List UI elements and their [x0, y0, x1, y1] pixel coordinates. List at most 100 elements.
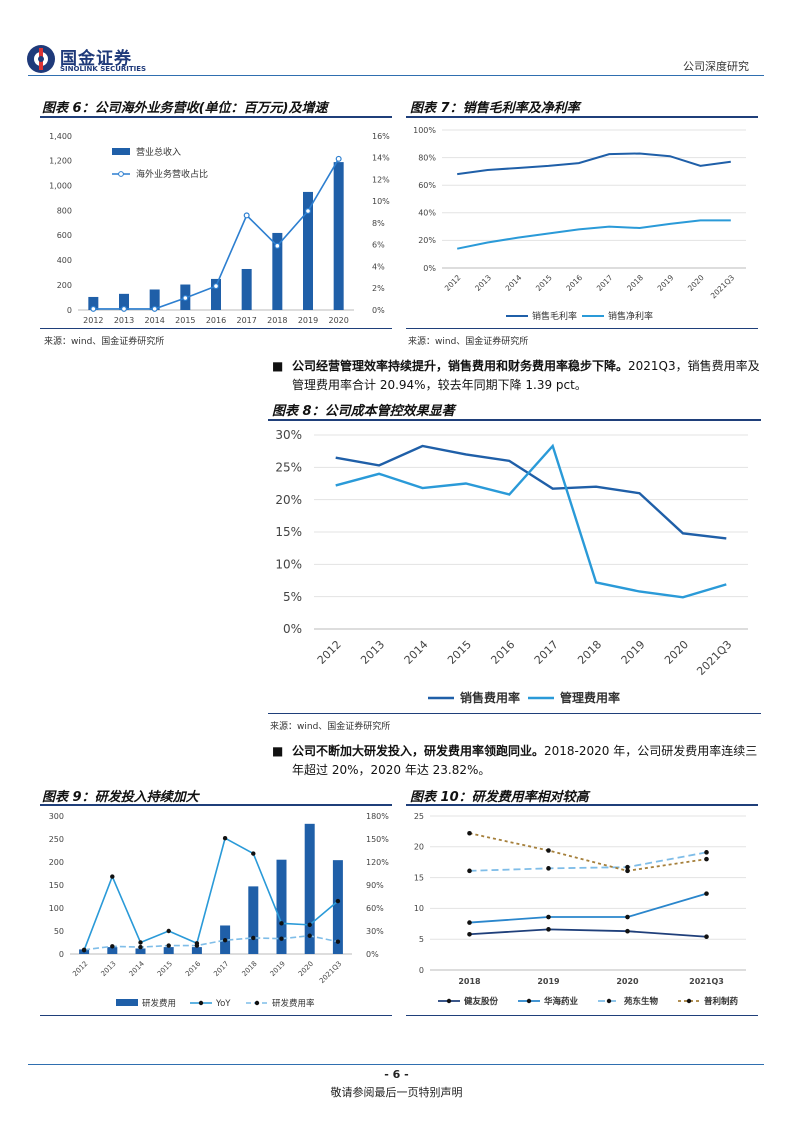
bar [241, 268, 252, 310]
x-tick-label: 2018 [458, 977, 481, 986]
line-point [274, 242, 281, 249]
y-tick-label: 800 [57, 206, 72, 215]
y2-tick-label: 4% [372, 262, 385, 271]
logo-icon [27, 45, 55, 73]
x-tick-label: 2017 [532, 638, 561, 667]
y-tick-label: 300 [49, 812, 64, 821]
legend-label: 研发费用 [142, 998, 176, 1009]
y2-tick-label: 12% [372, 175, 390, 184]
legend-swatch [118, 171, 124, 177]
source-note: 来源：wind、国金证券研究所 [408, 337, 529, 347]
x-tick-label: 2019 [269, 960, 287, 978]
x-tick-label: 2017 [212, 960, 230, 978]
fig10-title: 图表 10：研发费用率相对较高 [410, 790, 589, 805]
legend-label: 营业总收入 [136, 146, 181, 158]
y-tick-label: 5 [419, 935, 424, 944]
doc-type: 公司深度研究 [683, 60, 749, 73]
y-tick-label: 150 [49, 881, 64, 890]
line-point [182, 295, 189, 302]
x-tick-label: 2016 [564, 273, 584, 293]
bar [272, 232, 283, 310]
x-tick-label: 2019 [537, 977, 560, 986]
line-point [546, 914, 551, 920]
series-line [84, 934, 339, 951]
y2-tick-label: 90% [366, 881, 384, 890]
bar [304, 823, 315, 954]
y2-tick-label: 30% [366, 927, 384, 936]
legend-swatch [686, 998, 692, 1004]
bar [107, 947, 118, 954]
x-tick-label: 2012 [315, 638, 344, 667]
y-tick-label: 0 [67, 306, 72, 315]
x-tick-label: 2014 [128, 959, 147, 978]
legend-label: 海外业务营收占比 [136, 168, 208, 180]
line-point [279, 936, 284, 941]
line-point [81, 947, 87, 952]
y2-tick-label: 6% [372, 241, 385, 250]
x-tick-label: 2020 [616, 977, 639, 986]
y-tick-label: 30% [275, 428, 302, 442]
series-line [335, 443, 727, 599]
line-point [625, 928, 630, 934]
x-tick-label: 2020 [662, 638, 691, 667]
x-tick-label: 2021Q3 [318, 960, 343, 985]
x-tick-label: 2015 [175, 316, 195, 325]
y2-tick-label: 0% [372, 306, 385, 315]
fig7-title: 图表 7：销售毛利率及净利率 [410, 101, 580, 116]
y-tick-label: 25 [414, 812, 424, 821]
y-tick-label: 60% [418, 181, 436, 190]
x-tick-label: 2019 [298, 316, 318, 325]
y-tick-label: 10% [275, 558, 302, 572]
line-point [704, 856, 709, 862]
line-point [110, 944, 115, 949]
fig10-chart: 0 5 10 15 20 25 2018 2019 2020 2021Q3 健友股份 华海药业 苑东生物… [414, 812, 746, 1007]
x-tick-label: 2015 [534, 273, 554, 293]
legend-swatch [254, 1000, 260, 1006]
header-rule [28, 75, 764, 76]
x-tick-label: 2018 [625, 273, 645, 293]
y-tick-label: 200 [49, 858, 64, 867]
y-tick-label: 100 [49, 904, 64, 913]
fig7-frame: 0% 20% 40% 60% 80% 100% 2012 2013 2014 2015 2016 20… [406, 116, 758, 329]
fig8-title: 图表 8：公司成本管控效果显著 [272, 404, 455, 419]
y-tick-label: 0 [59, 950, 64, 959]
line-point [625, 914, 630, 920]
x-tick-label: 2021Q3 [694, 638, 734, 678]
y2-tick-label: 16% [372, 132, 390, 141]
series-line [469, 928, 707, 938]
x-tick-label: 2014 [504, 273, 524, 293]
fig6-title: 图表 6：公司海外业务营收(单位：百万元)及增速 [42, 101, 328, 116]
legend-label: 销售净利率 [608, 310, 653, 322]
bullet-marker-icon: ■ [272, 744, 284, 758]
line-point [335, 939, 341, 944]
line-point [138, 940, 143, 945]
line-point [166, 928, 171, 934]
line-point [335, 898, 341, 904]
y-tick-label: 80% [418, 153, 436, 162]
line-point [704, 850, 709, 855]
line-point [243, 212, 250, 219]
line-point [704, 934, 709, 940]
fig7-chart: 0% 20% 40% 60% 80% 100% 2012 2013 2014 2015 2016 20… [413, 126, 746, 322]
bullet-paragraph: ■ 公司经营管理效率持续提升，销售费用和财务费用率稳步下降。2021Q3，销售费… [272, 357, 762, 395]
x-tick-label: 2013 [99, 960, 117, 978]
y-tick-label: 10 [414, 904, 424, 913]
logo-text: 国金证券 [60, 49, 132, 69]
y2-tick-label: 60% [366, 904, 384, 913]
series-line [335, 444, 727, 540]
x-tick-label: 2018 [575, 638, 604, 667]
x-tick-label: 2015 [156, 960, 174, 978]
y-tick-label: 400 [57, 256, 72, 265]
line-point [335, 155, 342, 162]
y2-tick-label: 120% [366, 858, 389, 867]
bar [276, 859, 287, 954]
x-tick-label: 2018 [240, 960, 258, 978]
fig9-chart: 0 50 100 150 200 250 300 0% 30% 60% 90% 120% 150% 180… [49, 812, 390, 1009]
y-tick-label: 15 [414, 873, 424, 882]
y-tick-label: 100% [413, 126, 436, 135]
y-tick-label: 200 [57, 281, 72, 290]
disclaimer-note: 敬请参阅最后一页特别声明 [330, 1086, 463, 1099]
line-point [625, 864, 630, 870]
y-tick-label: 1,400 [49, 132, 72, 141]
line-point [467, 868, 472, 874]
